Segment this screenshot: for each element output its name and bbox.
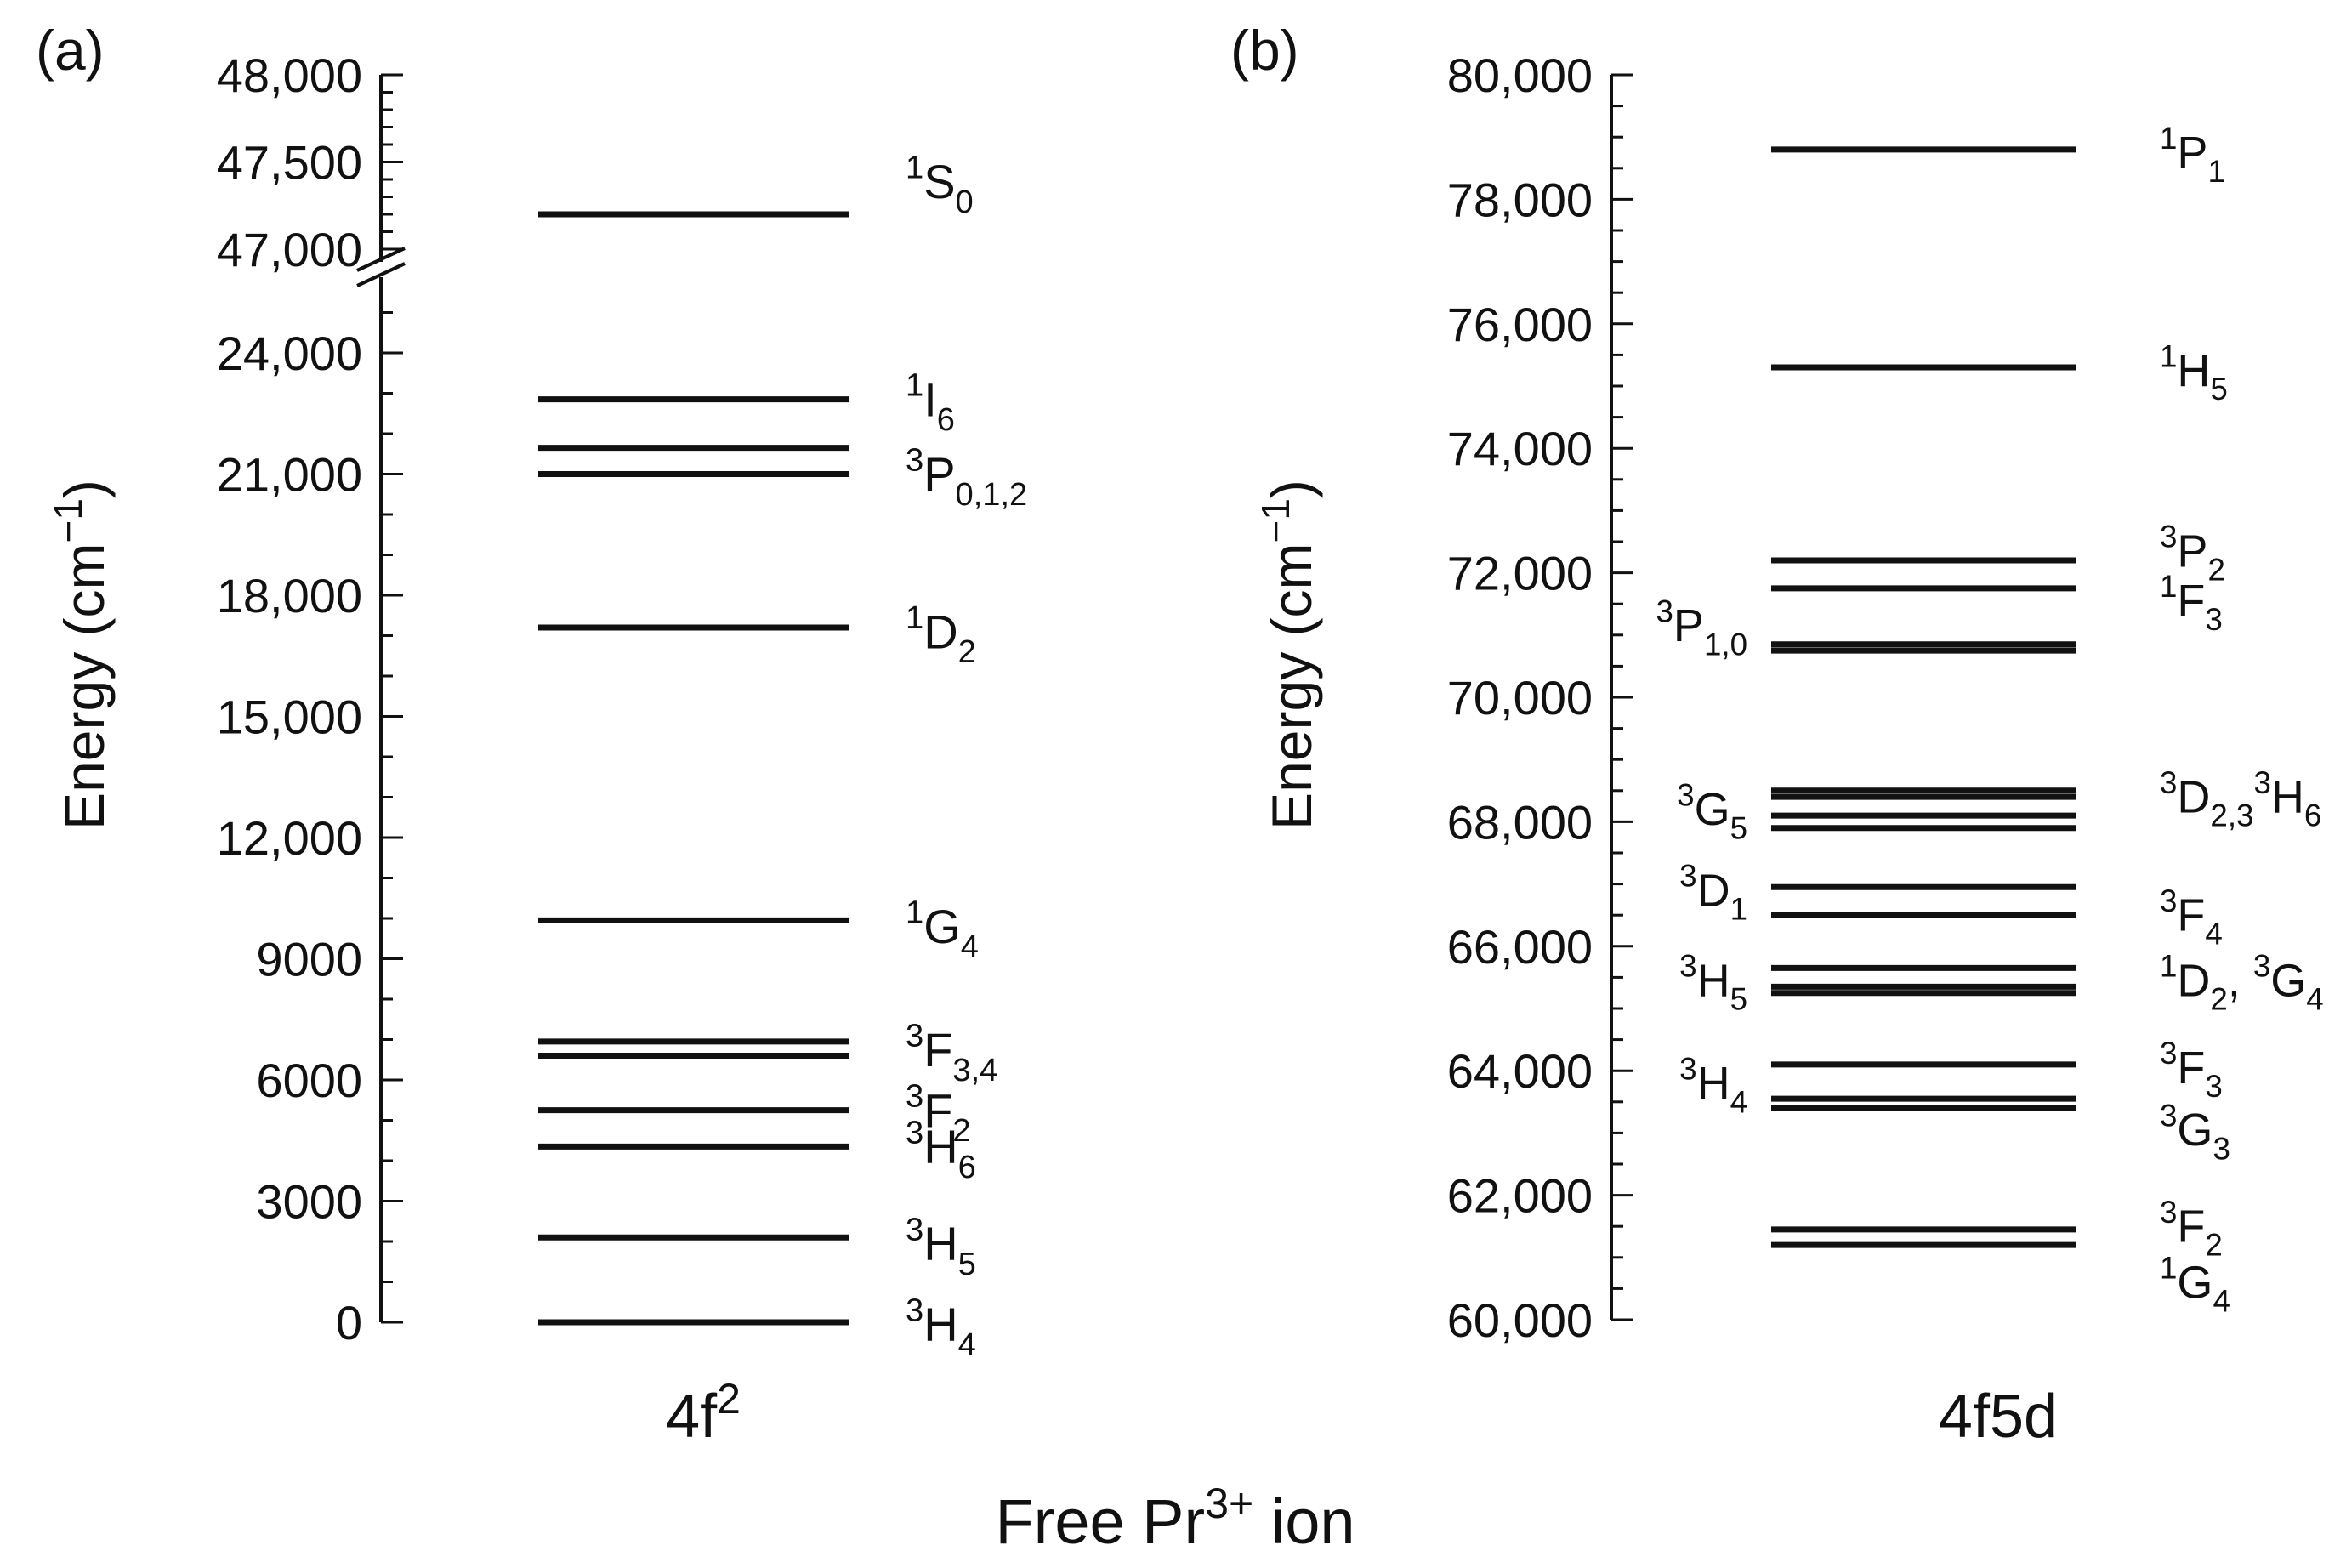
panel-a-tick-label: 9000: [256, 933, 362, 986]
panel-b-term-label-right: 1P1: [2160, 121, 2225, 189]
panel-a-ylabel-close: ): [53, 480, 116, 498]
panel-a-term-label: 3H4: [906, 1292, 976, 1362]
panel-a-tick-label: 18,000: [217, 569, 362, 622]
panel-a-y-axis-label: Energy (cm−1): [46, 480, 116, 830]
panel-a-term-label: 3F3,4: [906, 1018, 997, 1088]
panel-b-term-label-right: 3P2: [2160, 520, 2225, 588]
panel-a-tick-label: 0: [336, 1296, 362, 1349]
panel-a-tick-label: 24,000: [217, 327, 362, 380]
supertitle-main: Free Pr: [995, 1486, 1205, 1557]
panel-b-tick-label: 60,000: [1447, 1293, 1593, 1347]
figure-supertitle: Free Pr3+ ion: [995, 1480, 1355, 1557]
panel-a-y-axis: 47,000 47,500 48,000 0 3000 6000 9000 12,000 15,…: [217, 48, 406, 1349]
panel-b-tick-label: 64,000: [1447, 1044, 1593, 1098]
panel-a-levels: [538, 211, 849, 1326]
panel-a-term-label: 1G4: [906, 895, 979, 965]
panel-a-term-label: 1S0: [906, 150, 974, 219]
supertitle-tail: ion: [1253, 1486, 1355, 1557]
panel-b-term-label-right: 1F3: [2160, 569, 2223, 637]
panel-a-xlabel-text: 4f: [666, 1383, 718, 1451]
axis-break-mark-2: [356, 262, 406, 287]
supertitle-sup: 3+: [1205, 1480, 1253, 1527]
panel-b-levels: [1771, 146, 2076, 1248]
panel-a-xlabel-sup: 2: [717, 1375, 741, 1423]
panel-b-tick-label: 78,000: [1447, 173, 1593, 226]
panel-b-y-axis-label: Energy (cm−1): [1253, 480, 1323, 830]
panel-b-term-label-left: 3P1,0: [1656, 594, 1748, 662]
panel-a-term-label: 3F2: [906, 1079, 971, 1149]
panel-b-term-label-left: 3H4: [1679, 1052, 1747, 1120]
panel-a-tick-label: 12,000: [217, 811, 362, 865]
panel-b-term-label-right: 1G4: [2160, 1251, 2230, 1319]
panel-b-y-axis: 60,000 62,000 64,000 66,000 68,000 70,000 72,0…: [1447, 48, 1633, 1347]
panel-b-term-label-left: 3G5: [1677, 777, 1747, 845]
panel-b-term-label-right: 1H5: [2160, 338, 2228, 406]
panel-b-tick-label: 66,000: [1447, 920, 1593, 974]
axis-break-mark-1: [356, 247, 406, 272]
panel-b-letter: (b): [1230, 19, 1299, 82]
panel-b-term-label-right: 3F2: [2160, 1195, 2223, 1263]
panel-b-tick-label: 62,000: [1447, 1169, 1593, 1223]
panel-a-term-label: 3H5: [906, 1212, 976, 1281]
panel-b-tick-label: 68,000: [1447, 795, 1593, 849]
panel-b-ylabel-text: Energy (cm: [1260, 543, 1323, 830]
panel-b-x-label: 4f5d: [1939, 1383, 2058, 1451]
panel-a-tick-label: 6000: [256, 1054, 362, 1107]
panel-a-letter: (a): [36, 19, 105, 82]
panel-b-term-label-left: 3H5: [1679, 949, 1747, 1017]
panel-b-tick-label: 74,000: [1447, 422, 1593, 475]
panel-b-tick-label: 76,000: [1447, 298, 1593, 351]
panel-b-term-label-right: 3D2,33H6: [2160, 765, 2321, 833]
panel-a-tick-label: 47,000: [217, 223, 362, 276]
panel-b-term-label-left: 3D1: [1679, 859, 1747, 927]
panel-a-term-label: 1D2: [906, 600, 976, 670]
panel-b-tick-label: 72,000: [1447, 547, 1593, 600]
panel-a-tick-label: 21,000: [217, 448, 362, 502]
panel-a-tick-label: 48,000: [217, 48, 362, 102]
panel-a-tick-label: 47,500: [217, 136, 362, 190]
panel-b-term-label-right: 3F4: [2160, 883, 2223, 952]
panel-b-term-label-right: 3G3: [2160, 1098, 2230, 1166]
panel-a-4f2-diagram: (a) Energy (cm−1) 47,000 47,500 48,000 0 300…: [36, 19, 1027, 1451]
panel-a-term-label: 1I6: [906, 368, 955, 438]
panel-b-ylabel-sup: −1: [1253, 498, 1298, 543]
panel-a-tick-label: 15,000: [217, 690, 362, 744]
panel-a-ylabel-text: Energy (cm: [53, 543, 116, 830]
panel-b-tick-label: 80,000: [1447, 48, 1593, 102]
panel-b-term-label-right: 1D2, 3G4: [2160, 949, 2324, 1017]
panel-b-4f5d-diagram: (b) Energy (cm−1) 60,000 62,000 64,000 66,0…: [1230, 19, 2324, 1451]
panel-a-x-label: 4f2: [666, 1375, 741, 1451]
panel-a-tick-label: 3000: [256, 1175, 362, 1229]
panel-a-term-label: 3H6: [906, 1115, 976, 1185]
panel-a-ylabel-sup: −1: [46, 498, 90, 543]
panel-b-ylabel-close: ): [1260, 480, 1323, 498]
panel-a-term-label: 3P0,1,2: [906, 443, 1027, 513]
panel-b-tick-label: 70,000: [1447, 671, 1593, 724]
panel-b-term-label-right: 3F3: [2160, 1036, 2223, 1104]
